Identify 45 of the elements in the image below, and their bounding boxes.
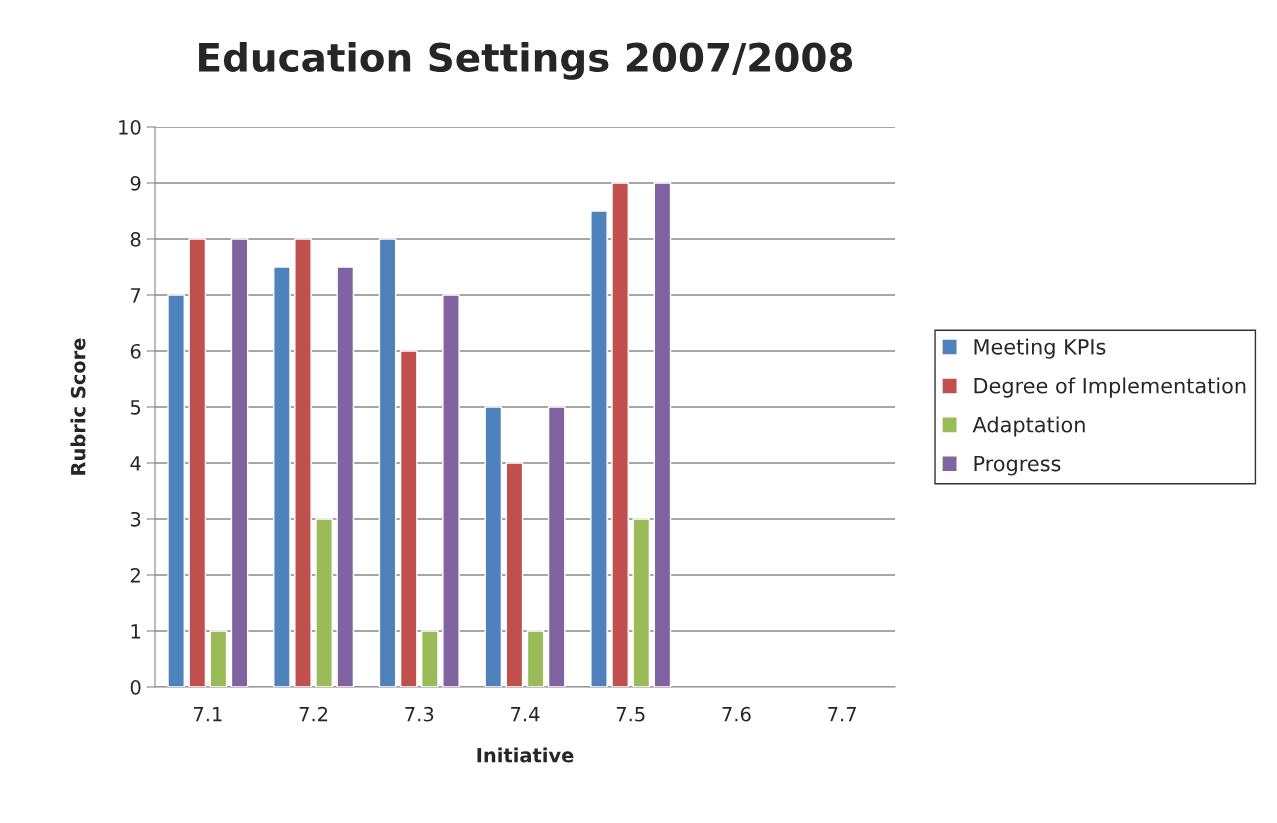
bar (294, 238, 312, 687)
x-axis-title: Initiative (477, 747, 574, 763)
bar (188, 238, 207, 687)
x-tick-label: 7.1 (193, 707, 222, 722)
bar (167, 294, 185, 687)
y-tick-label: 0 (130, 679, 141, 695)
bar (378, 238, 397, 687)
bar (590, 210, 608, 687)
bar (547, 406, 566, 687)
bar (611, 182, 629, 687)
y-tick-label: 1 (131, 624, 141, 639)
bar (421, 630, 439, 687)
bar (315, 518, 333, 687)
y-tick-label: 4 (130, 456, 141, 471)
y-tick-label: 6 (130, 343, 141, 359)
y-tick-label: 8 (130, 231, 141, 247)
y-tick-label: 10 (119, 119, 141, 135)
y-tick-label: 3 (130, 511, 141, 527)
y-tick-label: 5 (130, 400, 141, 415)
x-tick-label: 7.3 (405, 706, 434, 722)
legend-label: Meeting KPIs (974, 338, 1106, 359)
bar (442, 294, 460, 687)
x-tick-label: 7.2 (299, 706, 328, 722)
bar (209, 630, 228, 687)
y-tick-label: 7 (131, 288, 141, 303)
x-tick-label: 7.7 (828, 707, 856, 722)
bar (653, 182, 672, 687)
y-axis-title: Rubric Score (70, 338, 86, 475)
bar (336, 266, 355, 687)
bar (526, 630, 545, 687)
chart-title: Education Settings 2007/2008 (199, 41, 853, 80)
legend-label: Progress (974, 455, 1061, 476)
y-tick-label: 9 (130, 175, 141, 191)
bar (484, 406, 503, 687)
x-tick-label: 7.4 (511, 707, 540, 722)
y-tick-label: 2 (130, 567, 140, 583)
legend-label: Degree of Implementation (974, 377, 1246, 398)
bar (632, 518, 651, 687)
x-tick-label: 7.5 (616, 707, 645, 722)
x-tick-label: 7.6 (722, 706, 751, 722)
legend-label: Adaptation (972, 416, 1085, 437)
bar (230, 238, 249, 687)
bar (505, 462, 524, 687)
bar (273, 266, 291, 687)
bar (399, 350, 418, 687)
